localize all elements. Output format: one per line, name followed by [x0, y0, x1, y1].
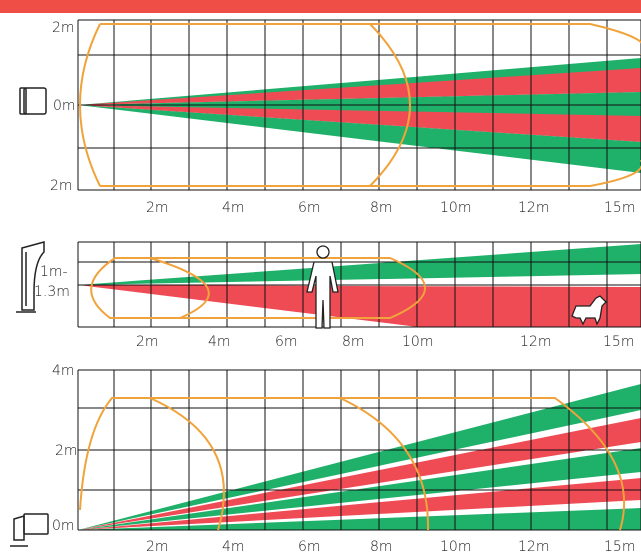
panel2-zones [78, 244, 641, 327]
panel2-x-tick: 2m [136, 334, 159, 350]
panel3-y-label-top: 4m [52, 363, 75, 379]
panel2-height-label-line1: 1m- [40, 264, 68, 280]
panel3-outline-mid [112, 397, 430, 531]
panel-side-view: 1m- 1.3m 2m 4m 6m 8m 10m 12m 15m [16, 241, 641, 350]
panel2-x-tick: 10m [402, 334, 433, 350]
panel1-outline-near [79, 23, 101, 187]
top-accent-bar [0, 0, 641, 13]
panel1-x-tick: 4m [222, 200, 245, 216]
panel-top-view: 2m 0m 2m 2m 4m 6m 8m 10m 12m 15m [19, 19, 641, 216]
panel3-x-tick: 4m [222, 539, 245, 553]
panel2-sensor-icon [16, 241, 45, 313]
panel2-red-zone [78, 285, 641, 327]
panel1-coverage-outline [79, 23, 641, 187]
panel1-green-zone-lower-outer [78, 105, 641, 173]
panel3-x-tick: 6m [298, 539, 321, 553]
panel2-coverage-outline [90, 257, 426, 319]
panel1-x-tick: 6m [298, 200, 321, 216]
panel1-outline-far-bottom [370, 160, 641, 187]
panel1-x-tick: 2m [146, 200, 169, 216]
panel-corner-view: 4m 2m 0m 2m 4m 6m 8m 10m 12m 15m [10, 363, 641, 553]
panel1-x-tick: 12m [518, 200, 549, 216]
panel2-x-tick: 15m [603, 334, 634, 350]
panel3-red-zone-lower [78, 478, 641, 530]
panel1-x-tick: 15m [604, 200, 635, 216]
panel1-y-label-top: 2m [52, 20, 75, 36]
panel3-x-ticks: 2m 4m 6m 8m 10m 12m 15m [146, 539, 635, 553]
panel1-x-tick: 8m [370, 200, 393, 216]
panel1-outline-far [370, 23, 641, 55]
panel1-zones [78, 58, 641, 173]
person-icon [306, 245, 339, 329]
panel1-sensor-icon [19, 87, 47, 115]
panel2-x-ticks: 2m 4m 6m 8m 10m 12m 15m [136, 334, 634, 350]
panel2-green-zone [78, 244, 641, 285]
panel1-green-zone-upper-outer [78, 58, 641, 105]
panel3-green-zone-mid [78, 448, 641, 530]
panel3-y-label-bottom: 0m [52, 518, 75, 534]
panel3-red-zone-upper [78, 418, 641, 530]
panel3-sensor-icon [10, 513, 49, 547]
panel3-coverage-outline [79, 397, 625, 531]
panel3-zones [78, 384, 641, 530]
panel1-y-label-bottom: 2m [50, 178, 73, 194]
panel2-grid [77, 241, 641, 328]
panel3-x-tick: 12m [518, 539, 549, 553]
panel3-x-tick: 8m [370, 539, 393, 553]
panel3-outline-far [340, 397, 625, 531]
panel3-x-tick: 15m [604, 539, 635, 553]
panel2-x-tick: 6m [275, 334, 298, 350]
panel3-y-label-mid: 2m [55, 443, 78, 459]
panel2-outline-far [120, 257, 426, 319]
panel1-x-tick: 10m [440, 200, 471, 216]
panel3-x-tick: 2m [146, 539, 169, 553]
panel1-red-zone-upper [78, 68, 641, 105]
panel1-grid [77, 19, 641, 191]
panel2-x-tick: 4m [208, 334, 231, 350]
panel3-green-zone-top [78, 384, 641, 530]
panel2-x-tick: 12m [520, 334, 551, 350]
panel2-height-label-line2: 1.3m [34, 284, 70, 300]
panel1-y-label-mid: 0m [53, 98, 76, 114]
panel1-x-ticks: 2m 4m 6m 8m 10m 12m 15m [146, 200, 635, 216]
panel1-outline-mid [100, 23, 411, 187]
panel3-x-tick: 10m [440, 539, 471, 553]
panel2-x-tick: 8m [342, 334, 365, 350]
dog-icon [571, 295, 607, 326]
